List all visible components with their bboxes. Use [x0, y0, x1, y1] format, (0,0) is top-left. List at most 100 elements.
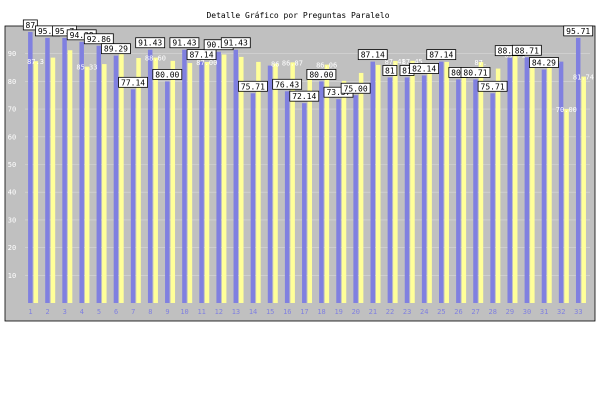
x-tick-label: 24	[420, 308, 428, 316]
data-label-series-1: 75.71	[481, 82, 505, 91]
x-tick-label: 5	[97, 308, 101, 316]
bar-series-1-18	[319, 81, 324, 304]
bar-series-1-9	[165, 81, 170, 304]
bar-series-1-22	[387, 77, 393, 303]
bar-series-2-14	[256, 61, 261, 303]
bar-series-1-17	[302, 103, 307, 303]
data-label-box	[340, 82, 371, 94]
bar-series-2-19	[341, 80, 347, 303]
data-label-series-1: 80.00	[309, 70, 333, 79]
bar-series-1-26	[456, 79, 461, 304]
y-tick-label: 90	[8, 50, 16, 58]
data-label-series-1: 94.29	[70, 31, 94, 40]
data-label-series-1: 77.14	[121, 78, 145, 87]
data-label-box	[357, 49, 388, 61]
data-label-series-1: 76.43	[275, 80, 299, 89]
x-tick-label: 2	[45, 308, 49, 316]
bar-series-2-4	[84, 66, 90, 304]
x-tick-label: 10	[180, 308, 188, 316]
bar-series-2-9	[170, 60, 176, 303]
bar-series-2-31	[547, 61, 552, 303]
y-tick-label: 10	[8, 272, 16, 280]
bar-series-1-15	[267, 65, 273, 303]
data-label-box	[118, 76, 148, 88]
bar-series-2-22	[393, 60, 398, 303]
x-tick-label: 13	[232, 308, 240, 316]
bar-series-2-17	[307, 69, 313, 303]
data-label-box	[169, 37, 200, 49]
x-tick-label: 11	[197, 308, 205, 316]
data-label-box	[83, 33, 114, 45]
data-label-series-1: 84.29	[532, 59, 556, 68]
bar-series-2-5	[102, 64, 107, 304]
data-label-series-1: 88.71	[515, 46, 539, 55]
data-label-box	[152, 69, 183, 80]
bar-series-2-28	[495, 68, 501, 304]
bar-series-1-1	[28, 31, 33, 304]
data-label-series-1: 87.14	[429, 51, 453, 60]
bar-series-2-23	[410, 60, 415, 303]
x-tick-label: 9	[165, 308, 169, 316]
x-tick-label: 20	[352, 308, 360, 316]
x-tick-label: 32	[557, 308, 565, 316]
bar-series-1-27	[473, 79, 478, 304]
data-label-box	[289, 90, 320, 102]
bar-series-1-2	[45, 37, 50, 303]
bar-series-1-10	[182, 49, 187, 304]
bar-series-2-11	[204, 62, 210, 304]
data-label-series-1: 95.7	[55, 27, 74, 36]
data-label-series-1: 89.29	[104, 45, 128, 54]
bar-series-1-19	[336, 99, 341, 304]
x-tick-label: 14	[249, 308, 257, 316]
bar-series-2-30	[530, 62, 535, 304]
bar-series-2-2	[50, 57, 56, 304]
data-label-series-2: 87.45	[402, 58, 423, 66]
data-label-box	[186, 49, 217, 61]
data-label-box	[306, 69, 337, 80]
data-label-box	[220, 37, 251, 49]
y-tick-label: 40	[8, 189, 16, 197]
bar-series-2-33	[581, 76, 586, 303]
x-tick-label: 28	[489, 308, 497, 316]
x-tick-label: 19	[334, 308, 342, 316]
bar-series-1-33	[575, 37, 581, 303]
x-tick-label: 8	[148, 308, 152, 316]
y-tick-label: 70	[8, 106, 16, 114]
data-label-box	[22, 19, 38, 31]
y-tick-label: 80	[8, 78, 16, 86]
data-label-series-1: 95.7	[38, 27, 57, 36]
bar-series-2-20	[358, 72, 364, 303]
bar-series-1-3	[62, 37, 67, 303]
x-tick-label: 17	[300, 308, 308, 316]
bar-series-2-15	[273, 63, 278, 304]
data-label-series-1: 91.43	[172, 39, 196, 48]
data-label-series-1: 80.	[451, 68, 465, 77]
data-label-series-1: 87	[26, 21, 36, 30]
data-label-box	[409, 63, 440, 74]
bar-series-1-16	[284, 91, 290, 303]
x-tick-label: 21	[369, 308, 377, 316]
data-label-box	[238, 80, 268, 92]
bar-series-2-13	[239, 56, 244, 303]
data-label-box	[477, 80, 508, 92]
x-tick-label: 25	[437, 308, 445, 316]
x-tick-label: 16	[283, 308, 291, 316]
data-label-box	[511, 44, 542, 56]
x-tick-label: 27	[471, 308, 479, 316]
data-label-series-1: 95.71	[566, 27, 590, 36]
data-label-series-2: 88.60	[145, 55, 166, 63]
data-label-box	[382, 65, 398, 76]
data-label-series-2: 81.74	[573, 74, 594, 82]
data-label-series-1: 82.14	[412, 64, 436, 73]
x-tick-label: 30	[523, 308, 531, 316]
bar-series-2-8	[153, 57, 158, 303]
bar-series-2-24	[427, 69, 432, 304]
data-label-series-1: 80.71	[463, 68, 487, 77]
data-label-series-1: 87.14	[361, 51, 385, 60]
y-tick-label: 60	[8, 133, 16, 141]
data-label-box	[460, 67, 491, 78]
data-label-series-1: 91.43	[224, 39, 248, 48]
bar-series-1-14	[250, 93, 256, 304]
data-label-series-2: 85.33	[76, 64, 97, 72]
